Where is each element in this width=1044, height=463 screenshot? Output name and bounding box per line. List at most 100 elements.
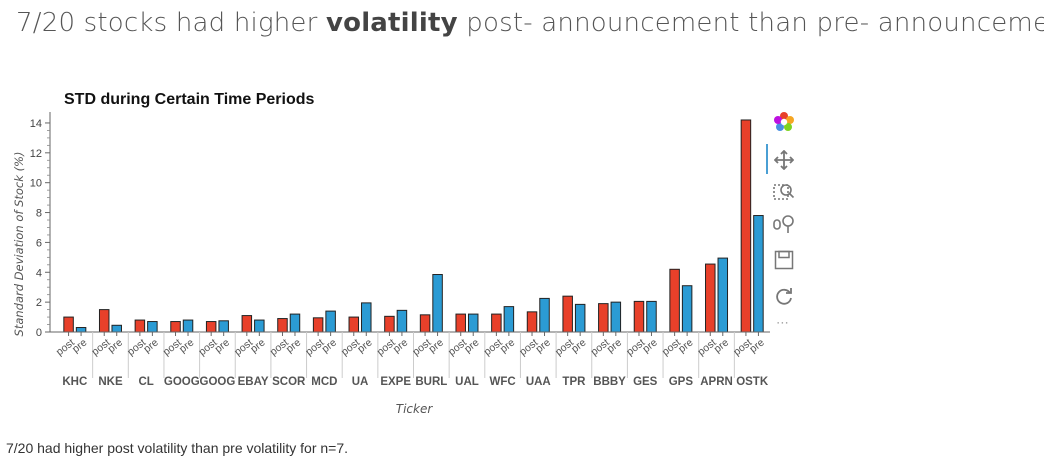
subcategory-label: pre <box>712 336 731 355</box>
bar-pre-ebay[interactable] <box>254 319 265 333</box>
category-label: GOOG <box>164 376 200 388</box>
y-axis-label: Standard Deviation of Stock (%) <box>12 152 26 337</box>
bar-post-wfc[interactable] <box>491 313 502 333</box>
subcategory-label: pre <box>106 336 125 355</box>
caption: 7/20 had higher post volatility than pre… <box>6 440 349 456</box>
bar-post-ostk[interactable] <box>740 119 752 333</box>
bar-pre-mcd[interactable] <box>325 310 336 333</box>
bar-post-gps[interactable] <box>669 268 680 333</box>
headline-emphasis: volatility <box>325 8 458 38</box>
y-axis: 0 2 4 6 8 10 12 14 <box>30 112 51 339</box>
subcategory-label: pre <box>141 336 160 355</box>
category-label: OSTK <box>736 376 769 388</box>
bar-post-goog[interactable] <box>170 321 181 333</box>
reset-icon[interactable] <box>772 284 796 308</box>
y-tick-label: 8 <box>36 208 42 220</box>
subcategory-label: pre <box>70 336 89 355</box>
bar-post-tpr[interactable] <box>562 295 573 333</box>
bar-pre-khc[interactable] <box>75 327 87 333</box>
category-label: EBAY <box>238 376 269 388</box>
subcategory-label: pre <box>427 336 446 355</box>
more-tools-icon[interactable]: ⋯ <box>776 316 790 331</box>
active-tool-indicator <box>766 144 768 174</box>
category-label: UAL <box>455 376 479 388</box>
category-label: SCOR <box>272 376 306 388</box>
bar-pre-tpr[interactable] <box>574 303 586 333</box>
category-label: NKE <box>98 376 123 388</box>
category-label: GES <box>633 376 658 388</box>
chart-toolbar: ⋯ <box>764 108 802 338</box>
bar-pre-nke[interactable] <box>111 324 122 333</box>
subcategory-label: pre <box>498 336 517 355</box>
bar-post-bbby[interactable] <box>598 303 609 333</box>
subcategory-label: pre <box>640 336 659 355</box>
bar-pre-googl[interactable] <box>218 320 229 333</box>
bar-pre-bbby[interactable] <box>610 301 622 333</box>
chart-title: STD during Certain Time Periods <box>64 91 315 108</box>
bar-pre-expe[interactable] <box>396 309 408 333</box>
bar-post-nke[interactable] <box>98 309 110 333</box>
x-axis-label: Ticker <box>396 402 434 416</box>
category-label: GPS <box>669 376 694 388</box>
y-tick-label: 10 <box>30 178 42 190</box>
subcategory-label: pre <box>248 336 267 355</box>
bar-post-ua[interactable] <box>348 316 360 333</box>
bar-pre-ges[interactable] <box>646 300 657 333</box>
bar-post-expe[interactable] <box>384 315 395 333</box>
save-icon[interactable] <box>772 248 796 272</box>
subcategory-label: pre <box>391 336 410 355</box>
y-tick-label: 2 <box>36 297 42 309</box>
subcategory-label: pre <box>284 336 303 355</box>
y-tick-label: 12 <box>30 148 42 160</box>
pan-icon[interactable] <box>772 148 796 172</box>
bar-post-ges[interactable] <box>633 300 645 333</box>
y-tick-label: 6 <box>36 237 42 249</box>
category-label: UAA <box>526 376 551 388</box>
bar-post-aprn[interactable] <box>705 263 716 333</box>
bar-pre-scor[interactable] <box>289 313 301 333</box>
subcategory-label: pre <box>462 336 481 355</box>
y-tick-label: 4 <box>36 267 42 279</box>
box-zoom-icon[interactable] <box>772 180 796 204</box>
bar-post-burl[interactable] <box>419 314 431 333</box>
bar-post-scor[interactable] <box>277 318 288 333</box>
bar-pre-ua[interactable] <box>361 302 372 333</box>
bar-post-khc[interactable] <box>63 316 74 333</box>
category-label: BBBY <box>593 376 626 388</box>
wheel-zoom-icon[interactable] <box>772 212 796 236</box>
category-label: UA <box>352 376 369 388</box>
subcategory-label: pre <box>355 336 374 355</box>
bar-pre-cl[interactable] <box>147 321 158 333</box>
category-label: APRN <box>700 376 733 388</box>
subcategory-label: pre <box>213 336 232 355</box>
category-label: BURL <box>415 376 447 388</box>
subcategory-label: pre <box>177 336 196 355</box>
bar-post-mcd[interactable] <box>312 317 324 333</box>
category-label: CL <box>138 376 153 388</box>
headline-prefix: 7/20 stocks had higher <box>16 8 326 38</box>
bar-pre-ual[interactable] <box>467 313 479 333</box>
x-axis: postpreKHCpostpreNKEpostpreCLpostpreGOOG… <box>50 331 770 388</box>
bar-post-ual[interactable] <box>455 313 466 333</box>
bar-pre-aprn[interactable] <box>717 257 729 333</box>
subcategory-label: pre <box>320 336 339 355</box>
category-label: TPR <box>562 376 586 388</box>
bar-pre-uaa[interactable] <box>539 297 550 333</box>
headline: 7/20 stocks had higher volatility post- … <box>16 8 1044 38</box>
bar-pre-burl[interactable] <box>432 274 443 333</box>
bar-chart: STD during Certain Time Periods Standard… <box>12 91 770 416</box>
bar-post-cl[interactable] <box>134 319 146 333</box>
bar-post-ebay[interactable] <box>241 315 253 333</box>
subcategory-label: pre <box>533 336 552 355</box>
y-tick-label: 0 <box>36 327 42 339</box>
subcategory-label: pre <box>676 336 695 355</box>
bokeh-logo-icon[interactable] <box>772 110 796 134</box>
bar-pre-ostk[interactable] <box>753 215 764 333</box>
bar-pre-goog[interactable] <box>182 319 194 333</box>
headline-suffix: post- announcement than pre- announcemen… <box>457 8 1044 38</box>
subcategory-label: pre <box>569 336 588 355</box>
bar-post-googl[interactable] <box>205 321 217 333</box>
bar-post-uaa[interactable] <box>526 311 538 333</box>
bar-pre-gps[interactable] <box>681 285 693 333</box>
bar-pre-wfc[interactable] <box>503 306 515 333</box>
